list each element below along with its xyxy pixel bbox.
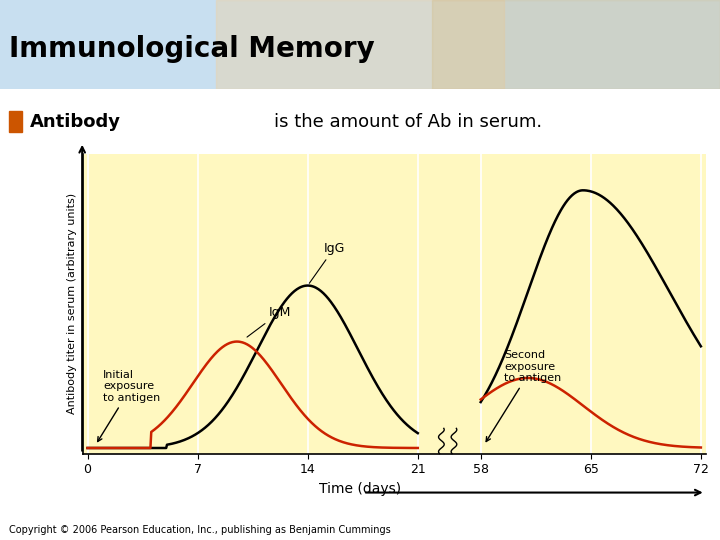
Bar	[9, 111, 22, 132]
Text: IgG: IgG	[310, 242, 345, 284]
Text: Copyright © 2006 Pearson Education, Inc., publishing as Benjamin Cummings: Copyright © 2006 Pearson Education, Inc.…	[9, 524, 390, 535]
Text: Antibody: Antibody	[30, 113, 121, 131]
Text: Initial
exposure
to antigen: Initial exposure to antigen	[98, 369, 161, 442]
Bar	[216, 0, 504, 89]
Text: Time (days): Time (days)	[319, 482, 401, 496]
Text: IgM: IgM	[247, 306, 291, 337]
Y-axis label: Antibody titer in serum (arbitrary units): Antibody titer in serum (arbitrary units…	[67, 193, 77, 414]
Text: is the amount of Ab in serum.: is the amount of Ab in serum.	[274, 113, 541, 131]
Bar	[432, 0, 720, 89]
Text: Immunological Memory: Immunological Memory	[9, 35, 374, 63]
Text: Second
exposure
to antigen: Second exposure to antigen	[486, 350, 562, 442]
